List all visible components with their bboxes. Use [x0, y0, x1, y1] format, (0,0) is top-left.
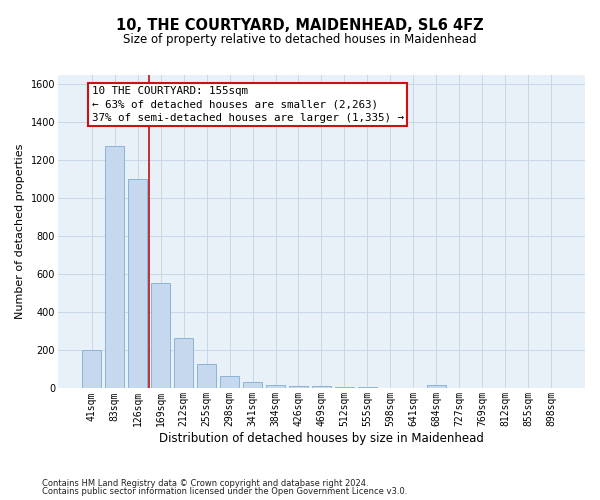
Text: 10, THE COURTYARD, MAIDENHEAD, SL6 4FZ: 10, THE COURTYARD, MAIDENHEAD, SL6 4FZ	[116, 18, 484, 32]
Bar	[105, 146, 124, 388]
Text: 10 THE COURTYARD: 155sqm
← 63% of detached houses are smaller (2,263)
37% of sem: 10 THE COURTYARD: 155sqm ← 63% of detach…	[92, 86, 404, 123]
Text: Contains public sector information licensed under the Open Government Licence v3: Contains public sector information licen…	[42, 487, 407, 496]
Bar	[220, 376, 239, 388]
Bar	[82, 350, 101, 389]
Bar	[243, 382, 262, 388]
Bar	[197, 364, 217, 388]
Bar	[335, 387, 354, 388]
Bar	[312, 386, 331, 388]
Text: Contains HM Land Registry data © Crown copyright and database right 2024.: Contains HM Land Registry data © Crown c…	[42, 478, 368, 488]
Bar	[427, 384, 446, 388]
X-axis label: Distribution of detached houses by size in Maidenhead: Distribution of detached houses by size …	[159, 432, 484, 445]
Bar	[289, 386, 308, 388]
Bar	[266, 384, 285, 388]
Bar	[151, 283, 170, 389]
Bar	[128, 180, 148, 388]
Bar	[174, 338, 193, 388]
Text: Size of property relative to detached houses in Maidenhead: Size of property relative to detached ho…	[123, 32, 477, 46]
Y-axis label: Number of detached properties: Number of detached properties	[15, 144, 25, 320]
